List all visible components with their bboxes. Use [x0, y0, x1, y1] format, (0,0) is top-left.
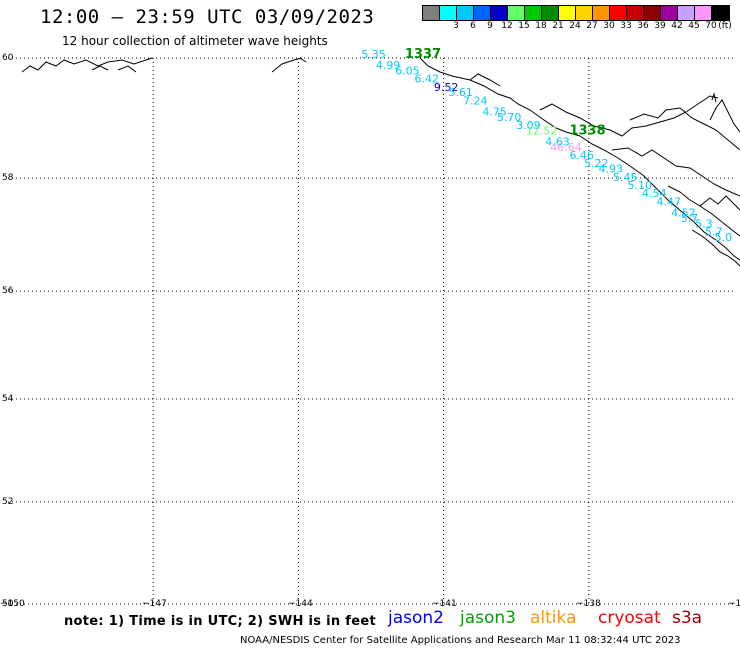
longitude-label: −150 — [0, 599, 25, 606]
scale-label: 6 — [470, 21, 476, 31]
credit-line: NOAA/NESDIS Center for Satellite Applica… — [240, 635, 681, 646]
longitude-label: −13 — [728, 599, 740, 606]
wave-height-label: 5.70 — [497, 111, 521, 124]
scale-label: 21 — [552, 21, 564, 31]
scale-swatch — [457, 6, 474, 20]
scale-label: 24 — [569, 21, 581, 31]
scale-unit: (ft) — [718, 21, 732, 31]
mission-altika: altika — [530, 608, 577, 628]
scale-swatch — [542, 6, 559, 20]
scale-swatch — [644, 6, 661, 20]
scale-swatch — [695, 6, 712, 20]
wave-height-points: 5.354.996.056.429.525.617.244.755.703.09… — [361, 47, 732, 244]
wave-height-label: 5.3 — [695, 217, 713, 230]
latitude-label: 60 — [2, 53, 14, 63]
wave-height-label: 6.05 — [395, 64, 420, 77]
scale-swatch — [610, 6, 627, 20]
scale-swatch — [508, 6, 525, 20]
wave-height-label: 5.7 — [705, 225, 723, 238]
wave-height-label: 4.47 — [657, 195, 682, 208]
scale-swatch — [440, 6, 457, 20]
map-title: 12:00 – 23:59 UTC 03/09/2023 — [40, 6, 375, 28]
scale-label: 45 — [688, 21, 700, 31]
scale-swatch — [593, 6, 610, 20]
scale-label: 18 — [535, 21, 547, 31]
scale-label: 12 — [501, 21, 513, 31]
wave-height-label: 12.52 — [526, 124, 558, 137]
wave-height-label: 5.22 — [584, 157, 609, 170]
wave-height-label: 4.54 — [642, 187, 667, 200]
scale-swatch — [423, 6, 440, 20]
longitude-label: −147 — [142, 599, 167, 606]
wave-height-label: 4.93 — [598, 163, 623, 176]
wave-height-label: 4.52 — [671, 206, 696, 219]
scale-label: 15 — [518, 21, 530, 31]
latitude-label: 52 — [2, 497, 13, 507]
wave-height-label: 5.45 — [613, 171, 638, 184]
scale-label: 42 — [671, 21, 683, 31]
scale-label: 33 — [620, 21, 632, 31]
mission-s3a: s3a — [672, 608, 703, 628]
scale-label: 30 — [603, 21, 615, 31]
wave-height-label: 4.99 — [376, 59, 401, 72]
wave-height-label: 6.46 — [569, 149, 594, 162]
wave-height-label: 5.35 — [361, 48, 386, 61]
wave-height-map: −150−147−144−141−138−13605856545250 5.35… — [0, 47, 740, 606]
scale-label: 70 — [705, 21, 717, 31]
longitude-label: −144 — [288, 599, 313, 606]
latitude-label: 54 — [2, 394, 14, 404]
wave-height-label: 5.61 — [448, 86, 473, 99]
scale-swatch — [491, 6, 508, 20]
wave-height-label: 7.24 — [463, 94, 488, 107]
mission-cryosat: cryosat — [598, 608, 661, 628]
longitude-label: −138 — [576, 599, 601, 606]
wave-height-label: 4.63 — [545, 135, 570, 148]
scale-swatch — [525, 6, 542, 20]
scale-swatch — [661, 6, 678, 20]
scale-swatch — [712, 6, 729, 20]
scale-label: 39 — [654, 21, 666, 31]
wave-height-label: 4.75 — [482, 105, 507, 118]
wave-height-label: 5.10 — [628, 179, 653, 192]
scale-label: 3 — [453, 21, 459, 31]
scale-label: 36 — [637, 21, 649, 31]
scale-swatch — [474, 6, 491, 20]
pass-time-label: 1337 — [405, 47, 441, 62]
wave-height-label: 46.64 — [550, 141, 582, 154]
wave-height-label: 5.0 — [715, 231, 733, 244]
longitude-label: −141 — [432, 599, 457, 606]
wave-height-label: 9.52 — [434, 81, 459, 94]
mission-jason3: jason3 — [460, 608, 516, 628]
axis-labels: −150 −147 −144 −141 −138 −13 60 58 56 54 52 50 — [0, 53, 740, 606]
mission-jason2: jason2 — [388, 608, 444, 628]
scale-label: 9 — [487, 21, 493, 31]
wave-height-label: 5.7 — [681, 212, 699, 225]
coastline — [21, 57, 740, 267]
scale-swatch — [576, 6, 593, 20]
footnote: note: 1) Time is in UTC; 2) SWH is in fe… — [64, 614, 376, 629]
scale-label: 27 — [586, 21, 598, 31]
latitude-label: 58 — [2, 173, 14, 183]
latitude-label: 56 — [2, 286, 14, 296]
color-scale-bar — [422, 5, 730, 21]
scale-swatch — [627, 6, 644, 20]
latitude-label: 50 — [2, 599, 14, 606]
map-subtitle: 12 hour collection of altimeter wave hei… — [62, 34, 328, 48]
scale-swatch — [678, 6, 695, 20]
wave-height-label: 3.09 — [516, 119, 541, 132]
pass-time-label: 1338 — [569, 123, 605, 138]
wave-height-label: 6.42 — [415, 73, 440, 86]
graticule — [8, 57, 734, 605]
scale-swatch — [559, 6, 576, 20]
